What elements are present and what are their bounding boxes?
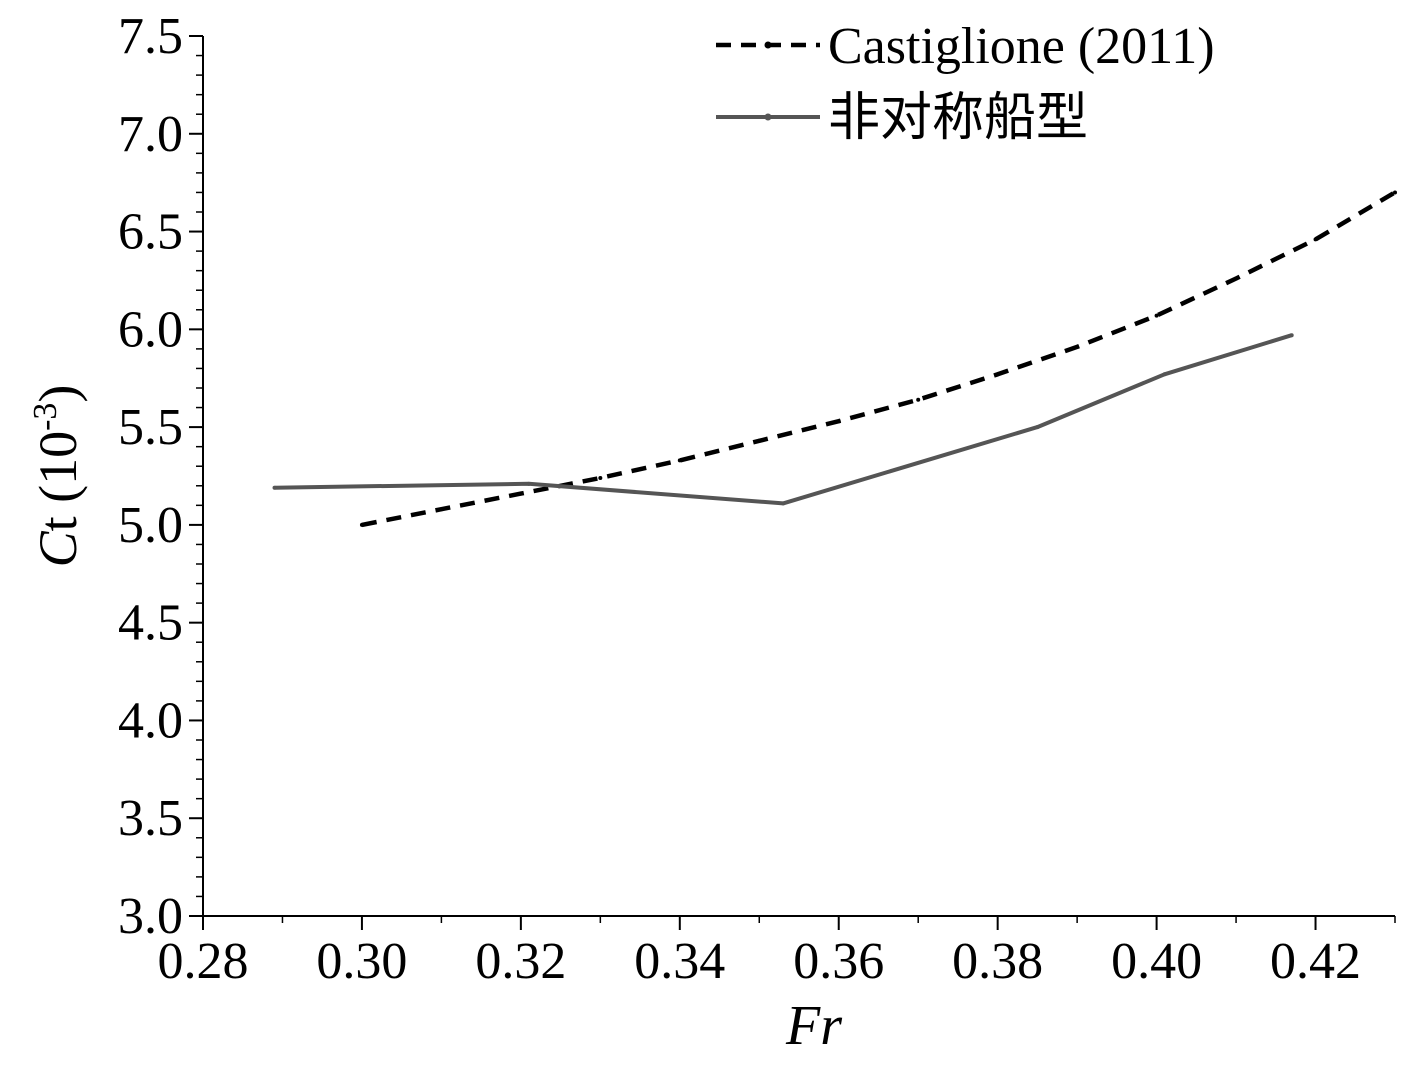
- y-tick-label: 5.5: [118, 399, 183, 456]
- legend-marker: [764, 41, 772, 49]
- y-tick-label: 7.0: [118, 106, 183, 163]
- series-line-1: [361, 190, 1397, 528]
- data-point: [1393, 190, 1397, 195]
- data-point: [757, 438, 762, 443]
- y-tick-label: 4.5: [118, 595, 183, 652]
- y-tick-label: 3.5: [118, 790, 183, 847]
- data-point: [1075, 344, 1080, 349]
- y-axis-title-main: t (10: [28, 431, 88, 532]
- x-tick-label: 0.40: [1111, 933, 1202, 990]
- y-tick-label: 7.5: [118, 8, 183, 65]
- series-line-2: [274, 333, 1293, 506]
- data-point: [995, 372, 1000, 377]
- axes: 3.0 3.5 4.0 4.5 5.0 5.5 6.0 6.5 7.0 7.5 0.28 0.30 0.…: [27, 8, 1396, 1057]
- data-point: [526, 481, 531, 486]
- data-point: [598, 475, 603, 480]
- x-tick-label: 0.38: [952, 933, 1043, 990]
- legend: Castiglione (2011) 非对称船型: [716, 18, 1215, 147]
- legend-label: Castiglione (2011): [828, 18, 1215, 75]
- y-tick-label: 3.0: [118, 888, 183, 945]
- y-tick-label: 5.0: [118, 497, 183, 554]
- x-tick-label: 0.32: [475, 933, 566, 990]
- x-tick-label: 0.34: [634, 933, 725, 990]
- y-axis-title-sup: -3: [27, 403, 64, 431]
- data-point: [836, 419, 841, 424]
- data-point: [518, 491, 523, 496]
- x-axis-title: Fr: [785, 995, 842, 1057]
- data-point: [439, 507, 444, 512]
- legend-marker: [764, 113, 772, 121]
- x-tick-label: 0.36: [793, 933, 884, 990]
- data-point: [1154, 313, 1159, 318]
- legend-label: 非对称船型: [828, 90, 1088, 147]
- y-tick-label: 6.5: [118, 204, 183, 261]
- data-point: [1035, 425, 1040, 430]
- data-point: [1234, 276, 1239, 281]
- data-point: [1313, 237, 1318, 242]
- data-point: [916, 397, 921, 402]
- data-point: [272, 485, 277, 490]
- data-point: [1289, 333, 1294, 338]
- y-tick-label: 6.0: [118, 301, 183, 358]
- series-layer: [272, 190, 1397, 528]
- data-point: [781, 501, 786, 506]
- data-point: [1162, 372, 1167, 377]
- y-axis-title-close: ): [28, 385, 88, 403]
- x-tick-label: 0.28: [158, 933, 249, 990]
- x-tick-label: 0.30: [316, 933, 407, 990]
- x-tick-label: 0.42: [1270, 933, 1361, 990]
- data-point: [359, 522, 364, 527]
- data-point: [677, 458, 682, 463]
- y-axis-title-c: C: [28, 530, 88, 567]
- y-tick-label: 4.0: [118, 692, 183, 749]
- y-axis-title: Ct (10-3): [27, 385, 88, 568]
